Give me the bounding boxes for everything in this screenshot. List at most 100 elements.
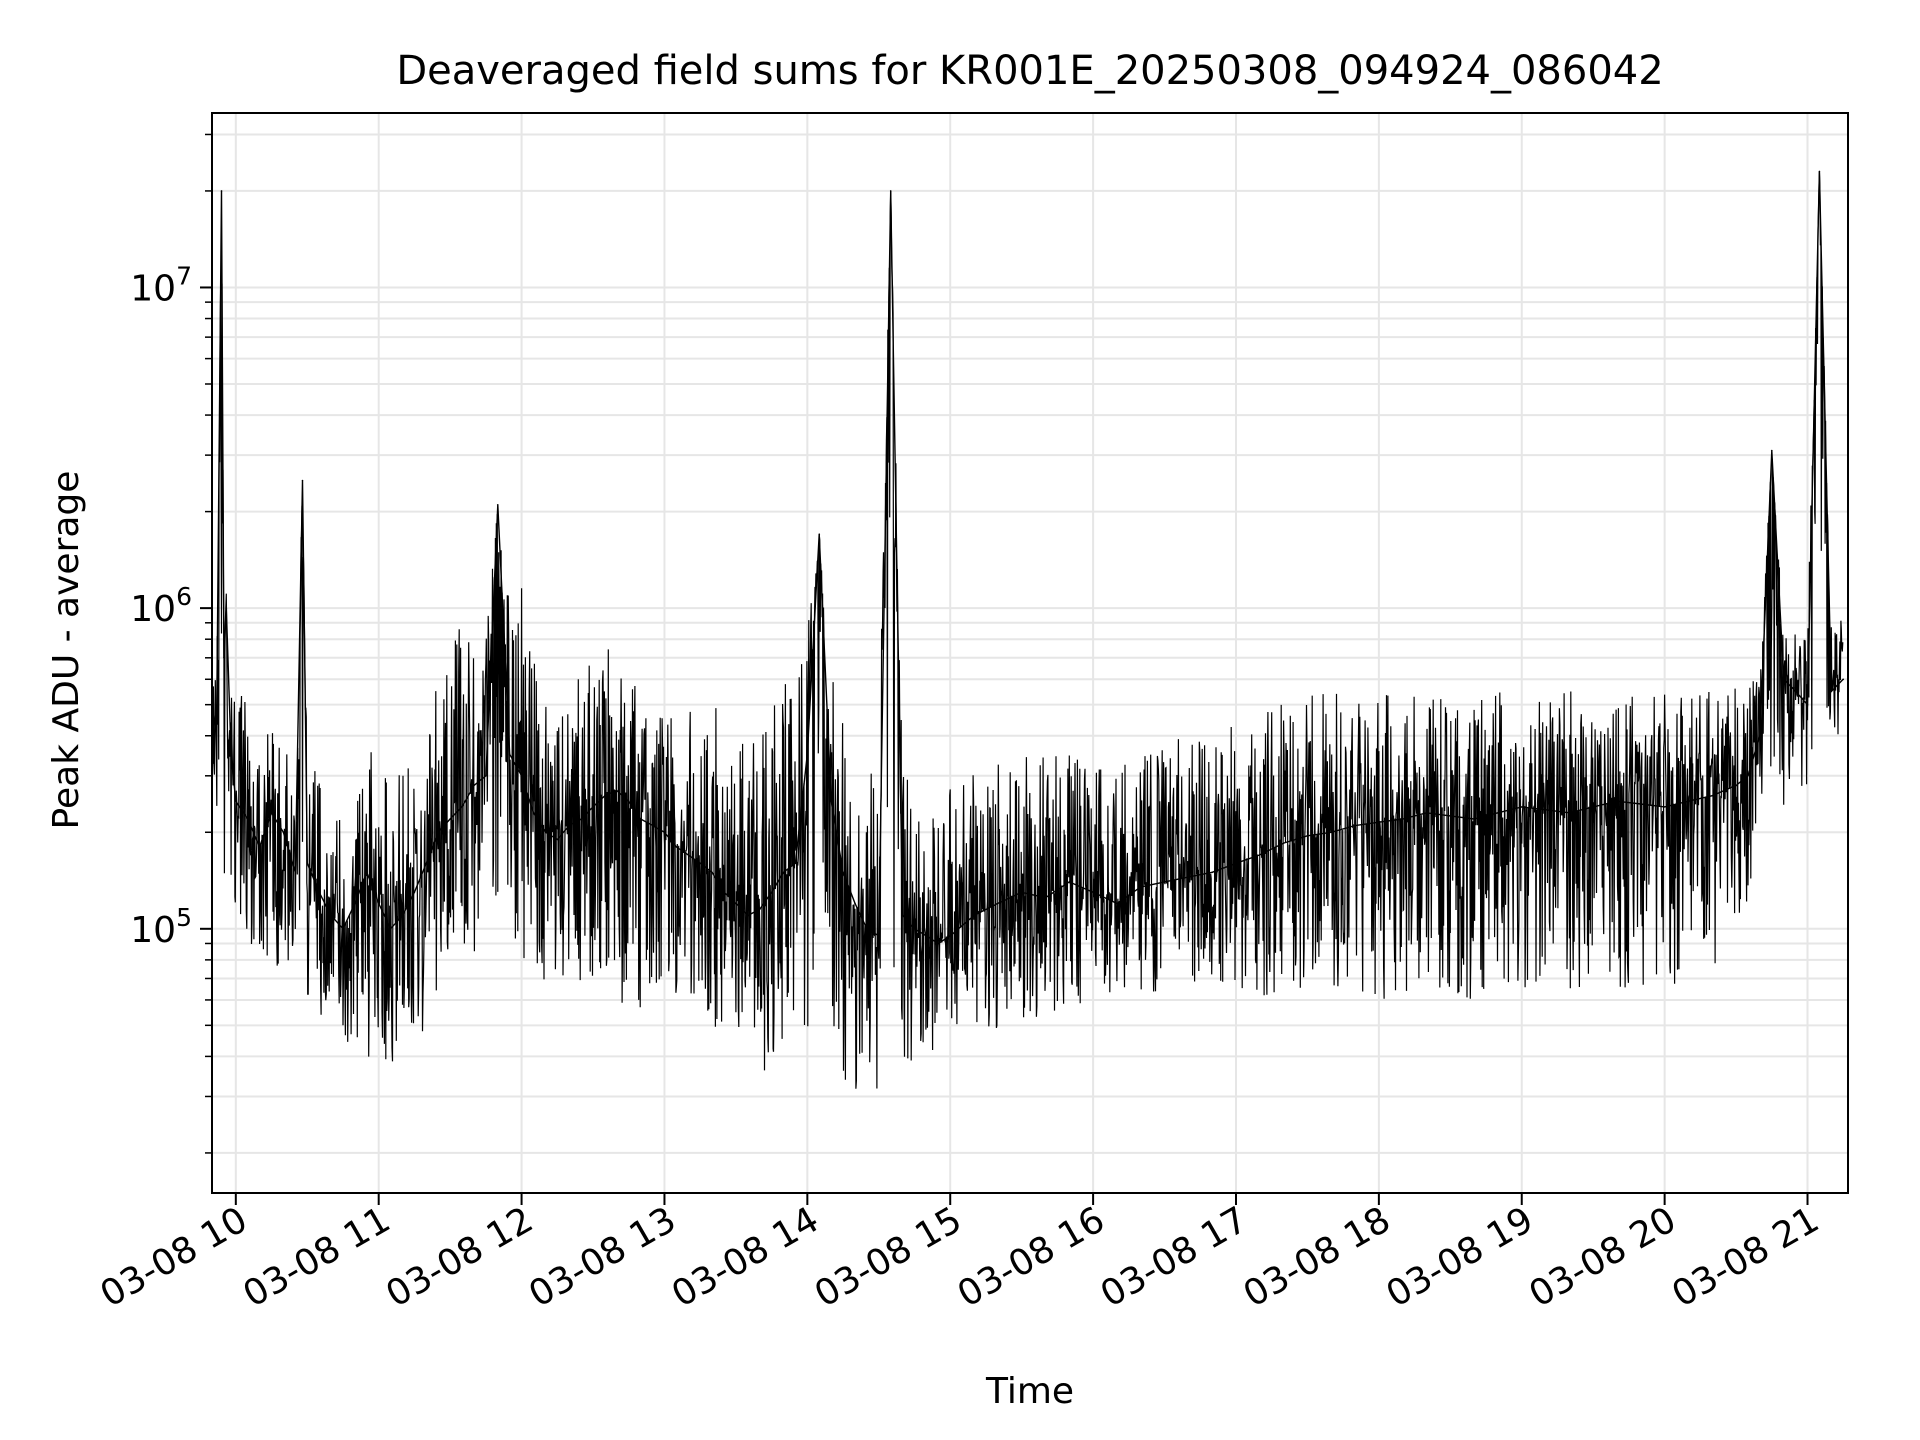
data-point (1306, 834, 1309, 837)
data-point (1330, 831, 1333, 834)
data-point (639, 818, 642, 820)
data-point (1782, 678, 1785, 681)
data-point (425, 862, 428, 865)
data-point (1211, 871, 1213, 874)
data-point (747, 914, 749, 917)
data-point (1401, 818, 1404, 820)
data-point (663, 831, 666, 834)
data-point (973, 914, 975, 917)
chart-title: Deaveraged field sums for KR001E_2025030… (396, 48, 1663, 94)
data-point (1282, 842, 1285, 844)
data-point (544, 831, 547, 834)
data-point (1092, 891, 1094, 894)
data-point (675, 846, 678, 848)
data-point (230, 753, 232, 756)
data-point (1068, 881, 1071, 883)
data-point (889, 190, 892, 192)
data-point (496, 504, 499, 506)
data-point (830, 800, 832, 802)
y-tick-label: 107 (130, 261, 192, 309)
data-series (212, 170, 1845, 1089)
data-point (877, 935, 880, 937)
data-point (1520, 806, 1523, 808)
data-point (235, 800, 237, 802)
data-point (711, 871, 713, 874)
data-point (818, 533, 821, 536)
data-point (794, 862, 797, 865)
data-point (1354, 824, 1356, 827)
data-point (592, 806, 594, 808)
data-point (215, 703, 218, 706)
data-point (306, 862, 309, 865)
data-point (1818, 170, 1821, 173)
data-point (782, 871, 785, 874)
plot-frame (211, 112, 1849, 1194)
data-point (508, 753, 511, 756)
data-point (377, 902, 380, 905)
data-point (687, 854, 690, 856)
data-point (1794, 690, 1797, 693)
data-point (1711, 794, 1714, 797)
data-point (270, 812, 273, 814)
data-point (937, 942, 940, 945)
data-point (282, 831, 285, 834)
x-axis-label: Time (985, 1371, 1074, 1412)
data-point (568, 824, 571, 827)
data-point (1616, 800, 1618, 802)
data-point (1568, 812, 1571, 814)
data-point (437, 831, 440, 834)
data-point (473, 784, 475, 787)
data-point (1747, 775, 1749, 777)
y-tick-label: 105 (130, 903, 192, 951)
data-point (925, 935, 928, 937)
data-point (1663, 806, 1666, 808)
data-point (1687, 800, 1690, 802)
data-point (604, 794, 606, 797)
data-point (401, 914, 404, 917)
data-point (1497, 812, 1499, 814)
data-point (1163, 881, 1166, 883)
data-point (258, 846, 261, 848)
data-point (854, 902, 856, 905)
data-point (1830, 690, 1833, 693)
data-point (842, 871, 844, 874)
data-point (532, 812, 535, 814)
data-point (342, 927, 344, 930)
data-point (758, 908, 761, 911)
data-point (1759, 734, 1761, 737)
data-point (913, 927, 916, 930)
data-point (330, 914, 332, 917)
data-point (770, 891, 773, 894)
series-line (212, 171, 1844, 945)
data-point (1592, 806, 1594, 808)
data-point (949, 935, 952, 937)
data-point (901, 914, 904, 917)
data-point (1842, 678, 1845, 681)
data-point (354, 902, 356, 905)
y-tick-label: 106 (130, 582, 192, 630)
data-point (1806, 703, 1809, 706)
data-point (556, 838, 559, 841)
data-point (1640, 803, 1642, 805)
data-point (461, 806, 463, 808)
data-point (413, 891, 416, 894)
data-point (1770, 449, 1773, 452)
data-point (1735, 784, 1737, 787)
data-point (699, 862, 701, 865)
data-point (246, 818, 249, 820)
data-point (627, 800, 630, 802)
data-point (520, 775, 523, 777)
grid-lines (212, 113, 1848, 1193)
series-trace (212, 171, 1844, 1089)
data-point (1116, 902, 1118, 905)
y-axis-label: Peak ADU - average (46, 471, 87, 830)
data-point (580, 818, 582, 820)
data-point (389, 927, 392, 930)
data-point (1139, 886, 1142, 888)
data-point (1020, 891, 1023, 894)
data-point (806, 753, 809, 756)
data-point (651, 824, 654, 827)
data-point (225, 607, 228, 609)
